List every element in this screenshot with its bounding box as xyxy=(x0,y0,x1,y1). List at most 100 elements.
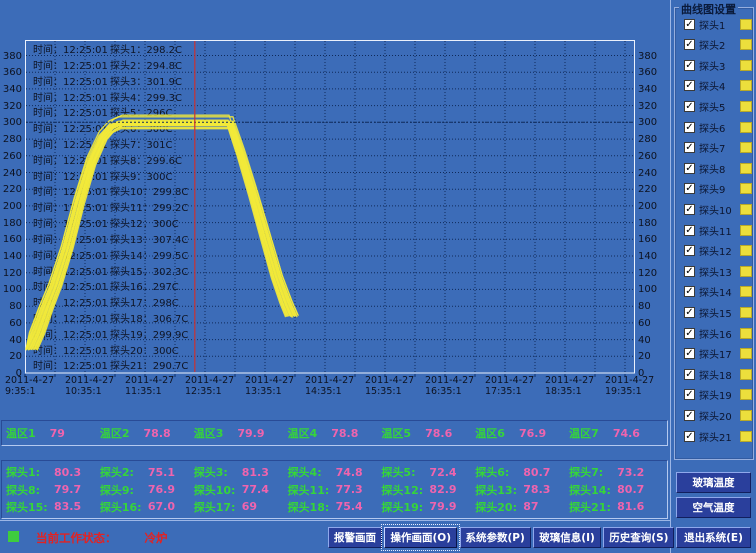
y-tick-label: 320 xyxy=(2,100,22,112)
x-tick-label: 2011-4-27 11:35:1 xyxy=(125,375,175,397)
overlay-reading: 时间：12:25:01 探头11：299.2C xyxy=(33,203,189,215)
overlay-reading: 时间：12:25:01 探头4：299.3C xyxy=(33,92,182,104)
probe-color-swatch xyxy=(740,121,752,133)
x-tick-label: 2011-4-27 15:35:1 xyxy=(365,375,415,397)
probe-checkbox[interactable]: ✓ xyxy=(684,327,695,339)
probe-checkbox-label: 探头12 xyxy=(699,247,732,259)
probe-checkbox[interactable]: ✓ xyxy=(684,286,695,298)
probe-reading-value: 78.3 xyxy=(523,483,551,496)
probe-checkbox-label: 探头21 xyxy=(699,432,732,444)
y-tick-label: 260 xyxy=(2,150,22,162)
probe-checkbox[interactable]: ✓ xyxy=(684,389,695,401)
probe-reading-value: 79.9 xyxy=(429,500,457,514)
operate-screen-button[interactable]: 操作画面(O) xyxy=(381,524,460,551)
probe-checkbox[interactable]: ✓ xyxy=(684,368,695,380)
air-temperature-button[interactable]: 空气温度 xyxy=(676,497,751,518)
probe-color-swatch xyxy=(740,286,752,298)
probe-checkbox-label: 探头5 xyxy=(699,102,726,114)
probe-color-swatch xyxy=(740,245,752,257)
probe-checkbox-row: ✓ 探头16 xyxy=(684,326,752,341)
probe-checkbox[interactable]: ✓ xyxy=(684,430,695,442)
curve-探头21 xyxy=(28,128,293,351)
probe-reading-value: 77.4 xyxy=(241,483,269,496)
probe-reading: 探头16: 67.0 xyxy=(100,499,194,515)
probe-checkbox-label: 探头11 xyxy=(699,226,732,238)
y-tick-label: 340 xyxy=(2,83,22,95)
probe-checkbox[interactable]: ✓ xyxy=(684,39,695,51)
zone-label: 温区7 xyxy=(569,427,599,440)
x-tick-label: 2011-4-27 10:35:1 xyxy=(65,375,115,397)
history-query-button[interactable]: 历史查询(S) xyxy=(603,527,675,548)
probe-checkbox[interactable]: ✓ xyxy=(684,348,695,360)
y-tick-label: 60 xyxy=(9,317,22,329)
probe-color-swatch xyxy=(740,224,752,236)
probe-reading-label: 探头2: xyxy=(99,466,134,480)
probe-checkbox-label: 探头15 xyxy=(699,308,732,320)
probe-checkbox[interactable]: ✓ xyxy=(684,224,695,236)
y-tick-label-right: 360 xyxy=(638,67,658,79)
probe-reading-value: 80.7 xyxy=(617,483,645,496)
probe-checkbox-row: ✓ 探头11 xyxy=(684,223,752,238)
probe-reading: 探头20: 87 xyxy=(475,499,569,515)
glass-info-button[interactable]: 玻璃信息(I) xyxy=(533,527,601,548)
zone-item: 温区4 78.8 xyxy=(288,425,382,441)
probe-color-swatch xyxy=(740,59,752,71)
probe-checkbox-row: ✓ 探头6 xyxy=(684,120,752,135)
probe-color-swatch xyxy=(740,18,752,30)
probe-checkbox[interactable]: ✓ xyxy=(684,59,695,71)
probe-checkbox-row: ✓ 探头14 xyxy=(684,285,752,299)
probe-checkbox-row: ✓ 探头19 xyxy=(684,388,752,402)
probe-checkbox-row: ✓ 探头5 xyxy=(684,99,752,114)
probe-checkbox-label: 探头8 xyxy=(699,164,726,176)
alarm-screen-button[interactable]: 报警画面 xyxy=(328,527,382,548)
probe-reading-value: 80.7 xyxy=(523,465,551,479)
probe-color-swatch xyxy=(740,100,752,112)
probe-reading-label: 探头17: xyxy=(193,500,236,514)
system-params-button[interactable]: 系统参数(P) xyxy=(459,527,531,548)
probe-reading-label: 探头6: xyxy=(475,466,510,480)
probe-checkbox[interactable]: ✓ xyxy=(684,203,695,215)
probe-checkbox[interactable]: ✓ xyxy=(684,265,695,277)
y-tick-label-right: 80 xyxy=(638,301,651,313)
probe-checkbox-row: ✓ 探头2 xyxy=(684,38,752,52)
probe-reading: 探头10: 77.4 xyxy=(194,482,288,498)
probe-checkbox[interactable]: ✓ xyxy=(684,100,695,112)
overlay-reading: 时间：12:25:01 探头21：290.7C xyxy=(33,361,189,373)
curve-探头5 xyxy=(35,124,288,350)
curve-plot-area[interactable] xyxy=(0,0,670,418)
probe-checkbox-row: ✓ 探头4 xyxy=(684,79,752,93)
zone-value: 76.9 xyxy=(518,426,547,440)
probe-checkbox[interactable]: ✓ xyxy=(684,409,695,421)
probe-reading-label: 探头15: xyxy=(6,500,48,514)
overlay-reading: 时间：12:25:01 探头1：298.2C xyxy=(33,45,182,56)
overlay-reading: 时间：12:25:01 探头19：299.9C xyxy=(33,329,189,341)
x-tick-label: 2011-4-27 13:35:1 xyxy=(245,375,295,397)
probe-checkbox[interactable]: ✓ xyxy=(684,121,695,133)
zone-item: 温区1 79 xyxy=(6,425,100,441)
probe-checkbox[interactable]: ✓ xyxy=(684,306,695,318)
y-tick-label-right: 200 xyxy=(638,200,658,212)
zone-value: 79 xyxy=(49,426,65,440)
probe-checkbox[interactable]: ✓ xyxy=(684,183,695,195)
zone-label: 温区6 xyxy=(475,427,505,440)
glass-temperature-button[interactable]: 玻璃温度 xyxy=(676,472,751,493)
probe-checkbox[interactable]: ✓ xyxy=(684,80,695,92)
probe-checkbox[interactable]: ✓ xyxy=(684,162,695,174)
probe-reading-value: 73.2 xyxy=(617,465,645,479)
y-tick-label: 20 xyxy=(9,351,22,363)
overlay-reading: 时间：12:25:01 探头16：297C xyxy=(33,282,179,294)
exit-system-button[interactable]: 退出系统(E) xyxy=(676,527,751,548)
probe-checkbox-label: 探头4 xyxy=(699,82,726,94)
probe-checkbox-row: ✓ 探头9 xyxy=(684,182,752,196)
probe-reading: 探头18: 75.4 xyxy=(288,499,382,515)
probe-checkbox[interactable]: ✓ xyxy=(684,142,695,154)
x-tick-label: 2011-4-27 19:35:1 xyxy=(605,375,655,397)
y-tick-label: 360 xyxy=(2,67,22,79)
y-tick-label-right: 340 xyxy=(638,83,658,95)
probe-checkbox[interactable]: ✓ xyxy=(684,18,695,30)
probe-checkbox[interactable]: ✓ xyxy=(684,245,695,257)
work-status-label: 当前工作状态： xyxy=(36,531,117,545)
probe-reading-value: 72.4 xyxy=(429,465,457,479)
y-tick-label-right: 180 xyxy=(638,217,658,229)
probe-reading-label: 探头21: xyxy=(569,500,611,514)
